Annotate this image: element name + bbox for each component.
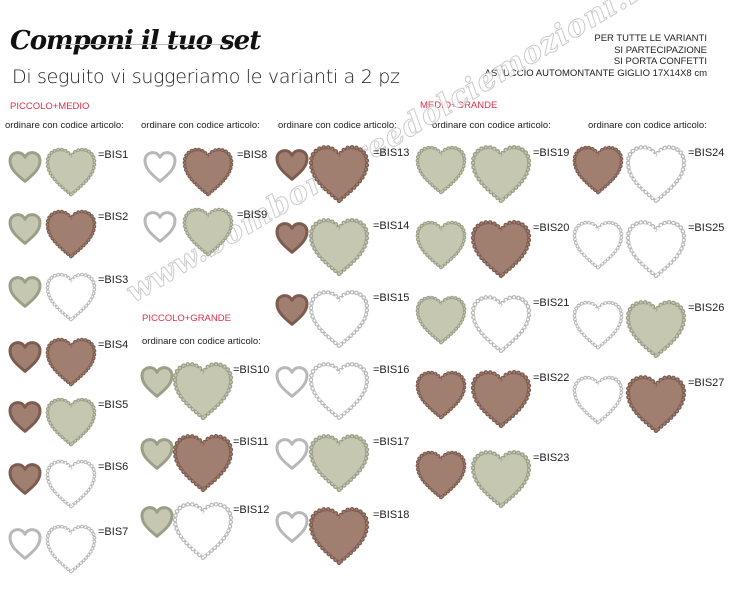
set-code: =BIS24 xyxy=(688,147,725,159)
set-code: =BIS27 xyxy=(688,377,725,389)
brown-grande-heart-18 xyxy=(308,507,370,566)
sage-grande-heart-19 xyxy=(470,145,532,204)
set-code: =BIS6 xyxy=(98,461,129,473)
brown-piccolo-heart-5 xyxy=(8,401,42,433)
white-piccolo-heart-16 xyxy=(275,366,309,398)
section-piccolo-grande: PICCOLO+GRANDE xyxy=(142,313,231,324)
white-piccolo-heart-7 xyxy=(8,528,42,560)
brown-medio-heart-23 xyxy=(415,450,467,500)
white-grande-heart-24 xyxy=(625,145,687,204)
set-code: =BIS2 xyxy=(98,211,129,223)
page-title: Componi il tuo set xyxy=(10,26,261,56)
order-label: ordinare con codice articolo: xyxy=(278,120,397,131)
white-grande-heart-12 xyxy=(172,502,234,561)
set-code: =BIS16 xyxy=(373,364,410,376)
sage-medio-heart-20 xyxy=(415,220,467,270)
order-label: ordinare con codice articolo: xyxy=(142,336,261,347)
sage-medio-heart-19 xyxy=(415,145,467,195)
white-grande-heart-16 xyxy=(308,362,370,421)
order-label: ordinare con codice articolo: xyxy=(141,120,260,131)
white-piccolo-heart-8 xyxy=(143,151,177,183)
section-medio-grande: MEDIO+GRANDE xyxy=(420,100,498,111)
brown-grande-heart-27 xyxy=(625,375,687,434)
order-label: ordinare con codice articolo: xyxy=(432,120,551,131)
sage-medio-heart-1 xyxy=(45,147,97,197)
set-code: =BIS23 xyxy=(533,452,570,464)
set-code: =BIS7 xyxy=(98,526,129,538)
white-medio-heart-27 xyxy=(572,375,624,425)
brown-grande-heart-11 xyxy=(172,434,234,493)
set-code: =BIS25 xyxy=(688,222,725,234)
set-code: =BIS13 xyxy=(373,147,410,159)
sage-medio-heart-21 xyxy=(415,295,467,345)
white-medio-heart-3 xyxy=(45,272,97,322)
brown-piccolo-heart-4 xyxy=(8,341,42,373)
order-label: ordinare con codice articolo: xyxy=(588,120,707,131)
brown-medio-heart-22 xyxy=(415,370,467,420)
white-medio-heart-26 xyxy=(572,300,624,350)
set-code: =BIS18 xyxy=(373,509,410,521)
set-code: =BIS5 xyxy=(98,399,129,411)
brown-piccolo-heart-14 xyxy=(275,222,309,254)
info-block: PER TUTTE LE VARIANTI SI PARTECIPAZIONE … xyxy=(485,33,707,79)
brown-piccolo-heart-13 xyxy=(275,149,309,181)
brown-grande-heart-20 xyxy=(470,220,532,279)
white-medio-heart-6 xyxy=(45,459,97,509)
info-line: PER TUTTE LE VARIANTI xyxy=(594,33,707,44)
set-code: =BIS22 xyxy=(533,372,570,384)
white-piccolo-heart-9 xyxy=(143,211,177,243)
white-grande-heart-21 xyxy=(470,295,532,354)
sage-piccolo-heart-3 xyxy=(8,276,42,308)
set-code: =BIS20 xyxy=(533,222,570,234)
brown-grande-heart-13 xyxy=(308,145,370,204)
set-code: =BIS3 xyxy=(98,274,129,286)
set-code: =BIS12 xyxy=(233,504,270,516)
brown-piccolo-heart-15 xyxy=(275,294,309,326)
sage-grande-heart-23 xyxy=(470,450,532,509)
brown-grande-heart-22 xyxy=(470,370,532,429)
set-code: =BIS15 xyxy=(373,292,410,304)
sage-medio-heart-9 xyxy=(182,207,234,257)
title-flourish xyxy=(60,44,230,45)
set-code: =BIS8 xyxy=(237,149,268,161)
white-medio-heart-7 xyxy=(45,524,97,574)
brown-medio-heart-4 xyxy=(45,337,97,387)
sage-piccolo-heart-11 xyxy=(140,438,174,470)
set-code: =BIS14 xyxy=(373,220,410,232)
info-line: ASTUCCIO AUTOMONTANTE GIGLIO 17X14X8 cm xyxy=(484,67,707,79)
section-piccolo-medio: PICCOLO+MEDIO xyxy=(10,101,90,112)
sage-medio-heart-5 xyxy=(45,397,97,447)
set-code: =BIS10 xyxy=(233,364,270,376)
set-code: =BIS11 xyxy=(233,436,269,448)
info-line: SI PARTECIPAZIONE xyxy=(614,44,707,56)
sage-grande-heart-17 xyxy=(308,434,370,493)
white-grande-heart-15 xyxy=(308,290,370,349)
set-code: =BIS21 xyxy=(533,297,570,309)
brown-piccolo-heart-6 xyxy=(8,463,42,495)
sage-piccolo-heart-1 xyxy=(8,151,42,183)
sage-piccolo-heart-2 xyxy=(8,213,42,245)
set-code: =BIS9 xyxy=(237,209,268,221)
set-code: =BIS26 xyxy=(688,302,725,314)
brown-medio-heart-8 xyxy=(182,147,234,197)
brown-medio-heart-24 xyxy=(572,145,624,195)
white-grande-heart-25 xyxy=(625,220,687,279)
order-label: ordinare con codice articolo: xyxy=(5,120,124,131)
sage-piccolo-heart-12 xyxy=(140,506,174,538)
white-medio-heart-25 xyxy=(572,220,624,270)
brown-medio-heart-2 xyxy=(45,209,97,259)
set-code: =BIS17 xyxy=(373,436,410,448)
white-piccolo-heart-17 xyxy=(275,438,309,470)
set-code: =BIS1 xyxy=(98,149,129,161)
sage-grande-heart-26 xyxy=(625,300,687,359)
sage-grande-heart-14 xyxy=(308,218,370,277)
set-code: =BIS19 xyxy=(533,147,570,159)
set-code: =BIS4 xyxy=(98,339,129,351)
info-line: SI PORTA CONFETTI xyxy=(613,56,707,67)
page-subtitle: Di seguito vi suggeriamo le varianti a 2… xyxy=(12,66,400,88)
sage-grande-heart-10 xyxy=(172,362,234,421)
white-piccolo-heart-18 xyxy=(275,511,309,543)
sage-piccolo-heart-10 xyxy=(140,366,174,398)
